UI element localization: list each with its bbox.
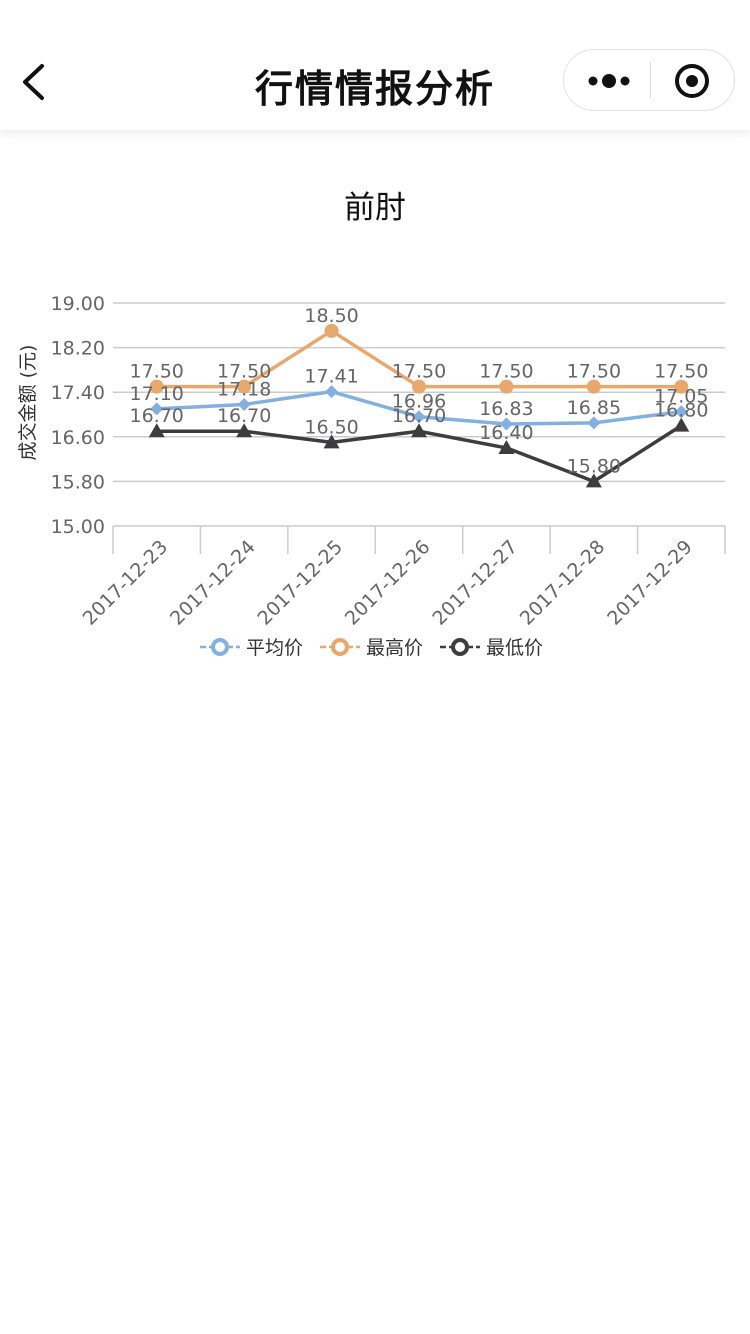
data-point — [673, 417, 690, 432]
y-tick-label: 15.80 — [51, 471, 105, 493]
data-point — [674, 405, 688, 419]
x-tick-label: 2017-12-23 — [79, 536, 173, 630]
data-point — [412, 410, 426, 424]
data-label: 17.10 — [130, 383, 184, 405]
data-point — [325, 385, 339, 399]
y-tick-label: 18.20 — [51, 338, 105, 360]
x-tick-label: 2017-12-25 — [253, 536, 347, 630]
data-point — [587, 416, 601, 430]
data-label: 17.50 — [130, 361, 184, 383]
legend-marker — [451, 638, 469, 656]
data-point — [411, 423, 427, 438]
data-label: 18.50 — [304, 305, 358, 327]
data-point — [236, 423, 253, 438]
data-label: 16.40 — [479, 422, 533, 444]
legend-marker — [211, 638, 229, 656]
data-label: 15.80 — [567, 455, 621, 477]
chevron-left-icon[interactable] — [14, 60, 58, 104]
data-point — [149, 379, 164, 394]
data-label: 17.05 — [654, 386, 708, 408]
y-tick-label: 19.00 — [51, 293, 105, 315]
data-label: 16.50 — [304, 416, 358, 438]
data-label: 17.50 — [392, 361, 446, 383]
legend-marker — [331, 638, 349, 656]
data-point — [585, 473, 602, 488]
data-point — [412, 379, 426, 394]
y-tick-label: 16.60 — [51, 427, 105, 449]
y-tick-label: 15.00 — [51, 516, 105, 538]
more-dots-icon — [588, 74, 630, 88]
data-label: 16.96 — [392, 391, 446, 413]
data-point — [237, 379, 252, 394]
data-point — [150, 402, 164, 416]
navigation-bar: 行情情报分析 — [0, 0, 750, 130]
close-button[interactable] — [651, 50, 735, 110]
data-point — [323, 434, 340, 449]
x-tick-label: 2017-12-24 — [166, 536, 260, 630]
data-point — [498, 439, 515, 454]
data-label: 17.50 — [654, 361, 708, 383]
data-point — [148, 423, 165, 438]
content-area: 前肘成交金额 (元) 19.00 18.20 17.40 16.60 15.80 15.00… — [0, 130, 750, 1334]
data-label: 17.18 — [217, 378, 271, 400]
data-point — [499, 379, 514, 394]
y-tick-label: 17.40 — [51, 382, 105, 404]
capsule-menu — [563, 49, 735, 111]
data-label: 16.70 — [217, 405, 271, 427]
data-point — [324, 323, 339, 338]
legend-label: 最高价 — [366, 637, 423, 659]
data-label: 17.50 — [567, 361, 621, 383]
data-label: 16.80 — [654, 400, 708, 422]
x-tick-label: 2017-12-28 — [516, 536, 610, 630]
data-label: 16.70 — [130, 405, 184, 427]
data-label: 17.50 — [479, 361, 533, 383]
data-label: 17.50 — [217, 361, 271, 383]
x-tick-label: 2017-12-29 — [603, 536, 697, 630]
data-label: 16.70 — [392, 405, 446, 427]
x-tick-label: 2017-12-26 — [341, 536, 435, 630]
capsule-divider — [650, 62, 651, 98]
data-point — [499, 417, 513, 431]
data-point — [237, 397, 251, 411]
x-tick-label: 2017-12-27 — [428, 536, 522, 630]
legend-label: 平均价 — [246, 637, 303, 659]
data-label: 16.85 — [567, 397, 621, 419]
page-title: 行情情报分析 — [254, 67, 495, 111]
legend-label: 最低价 — [486, 637, 543, 659]
data-point — [586, 379, 601, 394]
y-axis-label: 成交金额 (元) — [17, 345, 39, 461]
target-circle-icon — [675, 64, 709, 98]
more-button[interactable] — [564, 50, 650, 110]
chart-title: 前肘 — [344, 190, 406, 226]
data-point — [674, 379, 689, 394]
data-label: 16.83 — [479, 398, 533, 420]
data-label: 17.41 — [304, 366, 358, 388]
